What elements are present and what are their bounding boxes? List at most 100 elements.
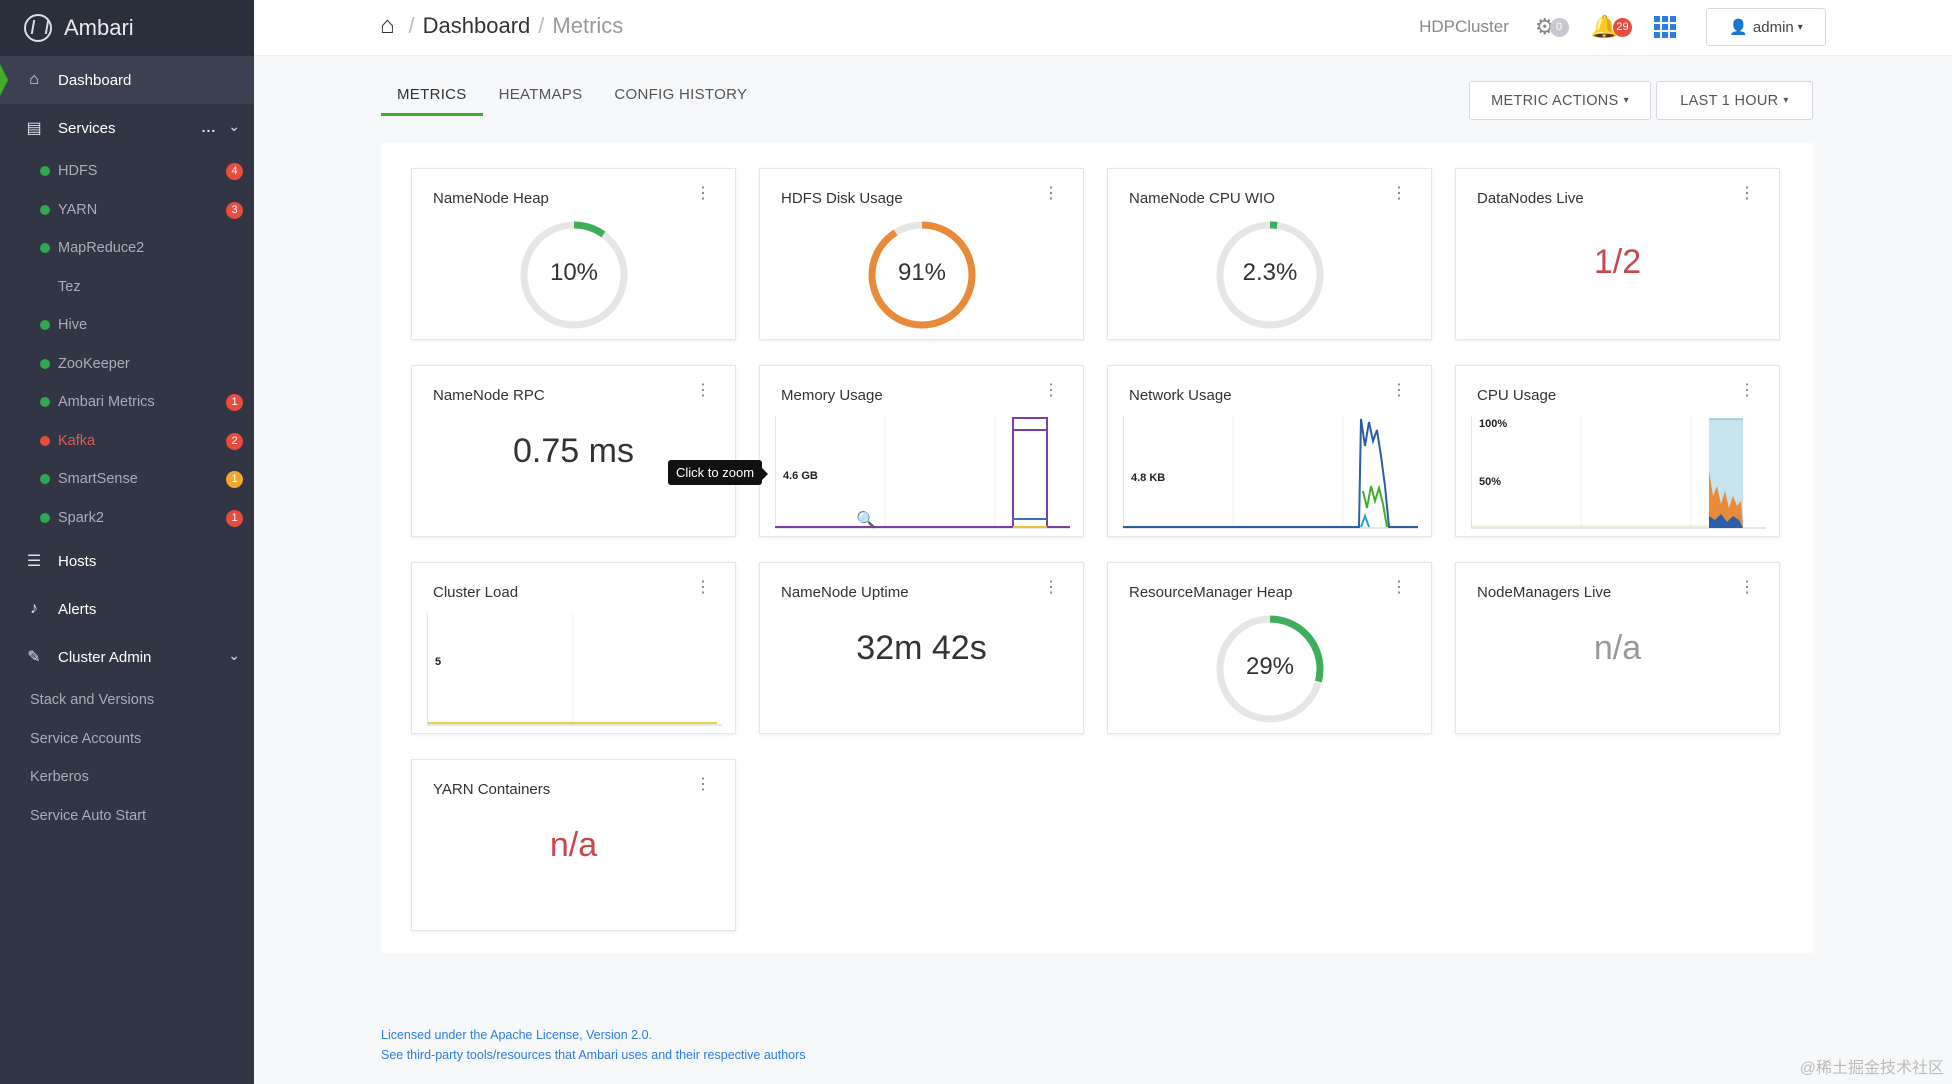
sidebar-item-services[interactable]: ▤ Services ... ⌄ <box>0 104 254 152</box>
sidebar-service-item[interactable]: Hive <box>0 306 254 345</box>
sidebar-item-kerberos[interactable]: Kerberos <box>30 769 89 786</box>
sidebar-service-item[interactable]: MapReduce2 <box>0 229 254 268</box>
metric-actions-label: METRIC ACTIONS <box>1491 92 1619 109</box>
sidebar-item-label: Services <box>58 119 116 137</box>
alerts-count-badge: 29 <box>1613 18 1632 37</box>
time-range-button[interactable]: LAST 1 HOUR ▾ <box>1656 81 1813 120</box>
sidebar-item-label: Dashboard <box>58 71 132 89</box>
widget-network-usage[interactable]: Network Usage ⋮ 4.8 KB <box>1107 365 1432 537</box>
widget-value: 1/2 <box>1593 243 1642 281</box>
widget-menu-icon[interactable]: ⋮ <box>695 185 711 202</box>
widget-menu-icon[interactable]: ⋮ <box>1391 382 1407 399</box>
background-ops-button[interactable]: ⚙ 0 <box>1535 14 1569 40</box>
chevron-down-icon[interactable]: ⌄ <box>228 647 240 663</box>
heap-donut: 10% <box>519 220 629 330</box>
widget-menu-icon[interactable]: ⋮ <box>1043 185 1059 202</box>
header-right: HDPCluster ⚙ 0 🔔 29 👤 admin ▾ <box>1419 8 1952 46</box>
views-grid-icon[interactable] <box>1654 16 1676 38</box>
widget-cluster-load[interactable]: Cluster Load ⋮ 5 <box>411 562 736 734</box>
sidebar-service-item[interactable]: SmartSense 1 <box>0 460 254 499</box>
home-icon[interactable]: ⌂ <box>380 12 395 39</box>
alert-count-badge[interactable]: 1 <box>226 471 243 488</box>
status-dot-icon <box>40 204 50 215</box>
widget-menu-icon[interactable]: ⋮ <box>1043 579 1059 596</box>
app-name: Ambari <box>64 15 134 40</box>
widget-namenode-uptime[interactable]: NameNode Uptime ⋮ 32m 42s <box>759 562 1084 734</box>
cpu-sparkline[interactable]: 100% 50% <box>1470 416 1766 531</box>
rm-heap-donut: 29% <box>1215 614 1325 724</box>
widget-title: NameNode CPU WIO <box>1129 190 1275 207</box>
network-sparkline[interactable]: 4.8 KB <box>1122 416 1418 531</box>
widget-menu-icon[interactable]: ⋮ <box>1739 185 1755 202</box>
widget-menu-icon[interactable]: ⋮ <box>695 382 711 399</box>
cluster-name[interactable]: HDPCluster <box>1419 17 1509 36</box>
breadcrumb-separator: / <box>538 13 545 38</box>
sidebar-service-item[interactable]: YARN 3 <box>0 191 254 230</box>
widget-namenode-cpu-wio[interactable]: NameNode CPU WIO ⋮ 2.3% <box>1107 168 1432 340</box>
status-dot-icon <box>40 474 50 485</box>
license-link[interactable]: Licensed under the Apache License, Versi… <box>381 1028 653 1042</box>
widget-nodemanagers-live[interactable]: NodeManagers Live ⋮ n/a <box>1455 562 1780 734</box>
sidebar-service-item[interactable]: Kafka 2 <box>0 422 254 461</box>
alerts-button[interactable]: 🔔 29 <box>1591 14 1632 40</box>
metric-actions-button[interactable]: METRIC ACTIONS ▾ <box>1469 81 1651 120</box>
sidebar-service-item[interactable]: ZooKeeper <box>0 345 254 384</box>
alert-count-badge[interactable]: 2 <box>226 432 243 450</box>
widget-title: NodeManagers Live <box>1477 584 1612 601</box>
service-label: Tez <box>58 278 81 295</box>
sidebar-service-item[interactable]: Spark2 1 <box>0 499 254 538</box>
sidebar-item-hosts[interactable]: ☰ Hosts <box>0 537 254 585</box>
service-label: Kafka <box>58 432 96 449</box>
widget-namenode-rpc[interactable]: NameNode RPC ⋮ 0.75 ms <box>411 365 736 537</box>
widget-menu-icon[interactable]: ⋮ <box>695 579 711 596</box>
sidebar-item-stack-versions[interactable]: Stack and Versions <box>30 692 155 709</box>
memory-sparkline[interactable]: 4.6 GB <box>774 416 1070 531</box>
cluster-load-sparkline[interactable]: 5 <box>426 613 722 728</box>
wrench-icon: ✎ <box>27 649 41 666</box>
status-dot-icon <box>40 320 50 331</box>
chevron-down-icon[interactable]: ⌄ <box>228 118 240 134</box>
widget-datanodes-live[interactable]: DataNodes Live ⋮ 1/2 <box>1455 168 1780 340</box>
sidebar-item-cluster-admin[interactable]: ✎ Cluster Admin ⌄ <box>0 633 254 681</box>
chart-axis-label: 4.8 KB <box>1131 472 1166 484</box>
donut-value: 10% <box>549 259 599 286</box>
watermark: @稀土掘金技术社区 <box>1799 1060 1944 1077</box>
third-party-link[interactable]: See third-party tools/resources that Amb… <box>381 1048 806 1062</box>
sidebar-item-alerts[interactable]: ♪ Alerts <box>0 585 254 633</box>
widget-menu-icon[interactable]: ⋮ <box>1391 579 1407 596</box>
widget-resourcemanager-heap[interactable]: ResourceManager Heap ⋮ 29% <box>1107 562 1432 734</box>
widget-title: NameNode RPC <box>433 387 545 404</box>
widget-title: HDFS Disk Usage <box>781 190 903 207</box>
alert-count-badge[interactable]: 4 <box>226 163 243 180</box>
widget-menu-icon[interactable]: ⋮ <box>1739 579 1755 596</box>
alert-count-badge[interactable]: 1 <box>226 394 243 411</box>
ops-count-badge: 0 <box>1549 18 1569 37</box>
breadcrumb-dashboard[interactable]: Dashboard <box>422 13 531 38</box>
widget-menu-icon[interactable]: ⋮ <box>1043 382 1059 399</box>
tab-config-history[interactable]: CONFIG HISTORY <box>614 86 748 103</box>
services-more-icon[interactable]: ... <box>201 118 217 135</box>
sidebar-item-dashboard[interactable]: ⌂ Dashboard <box>0 56 254 104</box>
sidebar-service-item[interactable]: Ambari Metrics 1 <box>0 383 254 422</box>
alert-count-badge[interactable]: 1 <box>226 509 243 527</box>
sidebar-item-service-auto-start[interactable]: Service Auto Start <box>30 807 147 824</box>
widget-cpu-usage[interactable]: CPU Usage ⋮ 100% 50% <box>1455 365 1780 537</box>
sidebar-service-item[interactable]: HDFS 4 <box>0 152 254 191</box>
widget-memory-usage[interactable]: Memory Usage ⋮ 4.6 GB <box>759 365 1084 537</box>
widget-menu-icon[interactable]: ⋮ <box>695 776 711 793</box>
service-label: MapReduce2 <box>58 240 145 257</box>
alert-count-badge[interactable]: 3 <box>226 201 243 219</box>
brand[interactable]: Ambari <box>0 0 254 56</box>
widget-menu-icon[interactable]: ⋮ <box>1391 185 1407 202</box>
widget-yarn-containers[interactable]: YARN Containers ⋮ n/a <box>411 759 736 931</box>
widget-namenode-heap[interactable]: NameNode Heap ⋮ 10% <box>411 168 736 340</box>
widget-menu-icon[interactable]: ⋮ <box>1739 382 1755 399</box>
tab-heatmaps[interactable]: HEATMAPS <box>498 86 583 103</box>
user-menu-button[interactable]: 👤 admin ▾ <box>1706 8 1826 46</box>
widget-hdfs-disk-usage[interactable]: HDFS Disk Usage ⋮ 91% <box>759 168 1084 340</box>
sidebar-item-service-accounts[interactable]: Service Accounts <box>30 730 142 747</box>
status-dot-icon <box>40 435 50 446</box>
sidebar-service-item[interactable]: Tez <box>0 268 254 307</box>
caret-down-icon: ▾ <box>1797 21 1803 33</box>
tab-metrics[interactable]: METRICS <box>381 86 483 116</box>
